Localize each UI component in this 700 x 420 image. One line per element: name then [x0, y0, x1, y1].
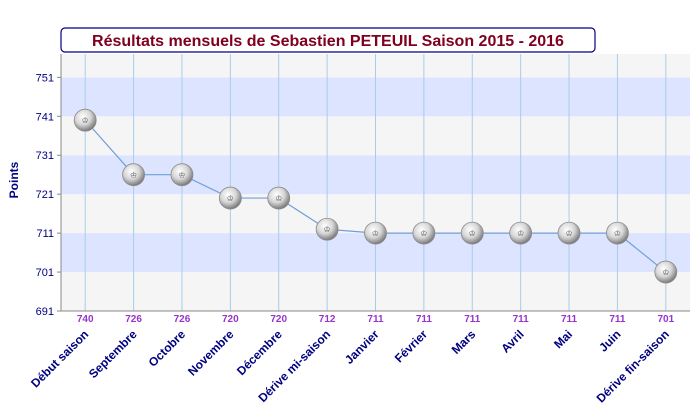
data-point-emblem-icon: ♔ [227, 194, 234, 203]
x-tick-label: Mars [449, 327, 479, 357]
data-point-emblem-icon: ♔ [372, 229, 379, 238]
data-label: 712 [319, 314, 336, 325]
data-point: ♔ [170, 163, 194, 187]
data-point: ♔ [412, 221, 436, 245]
title-box [60, 27, 596, 53]
x-tick-label: Début saison [28, 327, 91, 390]
data-point: ♔ [315, 217, 339, 241]
y-tick-label: 711 [36, 228, 54, 240]
data-point-marker [364, 221, 387, 245]
data-label: 711 [464, 314, 481, 325]
chart-title: Résultats mensuels de Sebastien PETEUIL … [92, 33, 564, 50]
y-tick-label: 701 [36, 267, 54, 279]
x-tick-label: Octobre [146, 327, 189, 370]
data-point: ♔ [557, 221, 581, 245]
data-label: 740 [77, 314, 94, 325]
data-label: 701 [657, 314, 674, 325]
data-point-emblem-icon: ♔ [130, 171, 137, 180]
data-point: ♔ [364, 221, 387, 245]
y-tick-label: 751 [36, 72, 54, 84]
data-point-emblem-icon: ♔ [469, 229, 476, 238]
data-label: 720 [222, 314, 239, 325]
data-point-marker [170, 163, 194, 187]
data-point-marker [412, 221, 436, 245]
data-label: 711 [416, 314, 433, 325]
data-point-marker [654, 260, 678, 284]
data-label: 711 [513, 314, 530, 325]
x-tick-label: Janvier [342, 327, 382, 367]
data-point: ♔ [122, 163, 145, 187]
x-tick-label: Mai [551, 327, 575, 351]
x-tick-label: Septembre [86, 327, 140, 381]
data-point-marker [557, 221, 581, 245]
y-tick-label: 721 [36, 189, 54, 201]
data-label: 711 [367, 314, 384, 325]
y-tick-label: 691 [36, 306, 54, 318]
data-point-marker [460, 221, 484, 245]
x-tick-label: Avril [498, 327, 526, 355]
data-point-marker [122, 163, 145, 187]
x-tick-label: Février [392, 327, 430, 365]
data-label: 726 [125, 314, 142, 325]
data-point: ♔ [267, 186, 291, 210]
data-point-emblem-icon: ♔ [614, 229, 621, 238]
x-tick-label: Novembre [185, 327, 237, 379]
data-point-marker [73, 108, 97, 132]
data-point-emblem-icon: ♔ [565, 229, 572, 238]
data-label: 720 [270, 314, 287, 325]
data-point-emblem-icon: ♔ [275, 194, 282, 203]
data-point: ♔ [73, 108, 97, 132]
x-tick-label: Décembre [234, 327, 285, 378]
data-label: 711 [609, 314, 626, 325]
x-tick-label: Juin [596, 327, 623, 354]
data-point-emblem-icon: ♔ [420, 229, 427, 238]
data-point-emblem-icon: ♔ [517, 229, 524, 238]
data-point-emblem-icon: ♔ [178, 171, 185, 180]
data-point: ♔ [654, 260, 678, 284]
data-point-emblem-icon: ♔ [662, 268, 669, 277]
data-point: ♔ [606, 221, 629, 245]
y-axis-label: Points [7, 161, 21, 198]
y-tick-label: 731 [36, 150, 54, 162]
data-label: 726 [174, 314, 191, 325]
data-label: 711 [561, 314, 578, 325]
data-point: ♔ [460, 221, 484, 245]
data-point-emblem-icon: ♔ [324, 225, 331, 234]
data-point-marker [509, 221, 533, 245]
data-point-marker [606, 221, 629, 245]
data-point-emblem-icon: ♔ [82, 116, 89, 125]
data-point: ♔ [218, 186, 242, 210]
y-tick-label: 741 [36, 111, 54, 123]
data-point-marker [315, 217, 339, 241]
data-point-marker [218, 186, 242, 210]
data-point-marker [267, 186, 291, 210]
data-point: ♔ [509, 221, 533, 245]
